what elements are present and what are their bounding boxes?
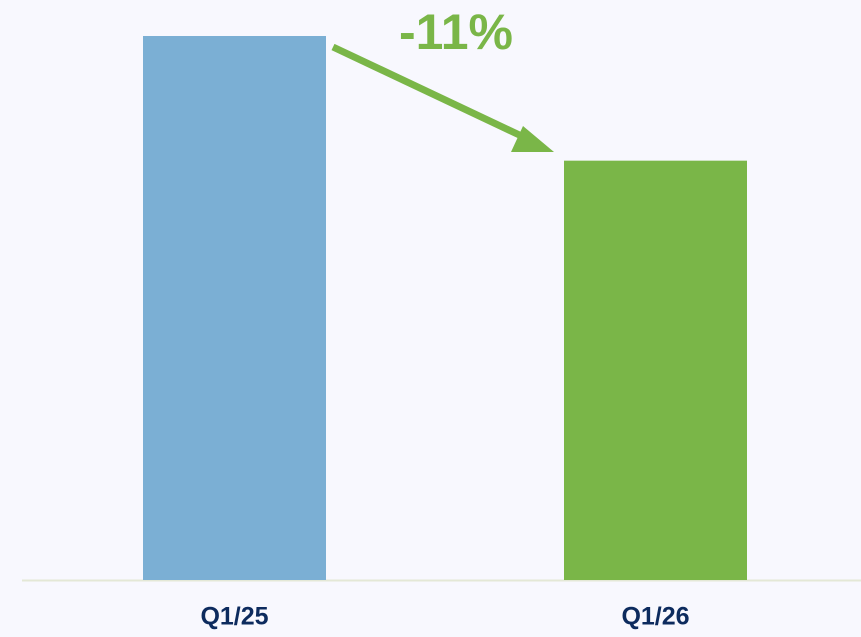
x-tick-label: Q1/25 <box>200 603 268 631</box>
change-annotation: -11% <box>399 4 513 60</box>
bar <box>143 36 326 580</box>
change-arrow <box>331 43 554 152</box>
arrow-head <box>511 126 554 152</box>
arrow-shaft <box>331 43 532 144</box>
x-tick-label: Q1/26 <box>621 603 689 631</box>
bar <box>564 160 747 580</box>
